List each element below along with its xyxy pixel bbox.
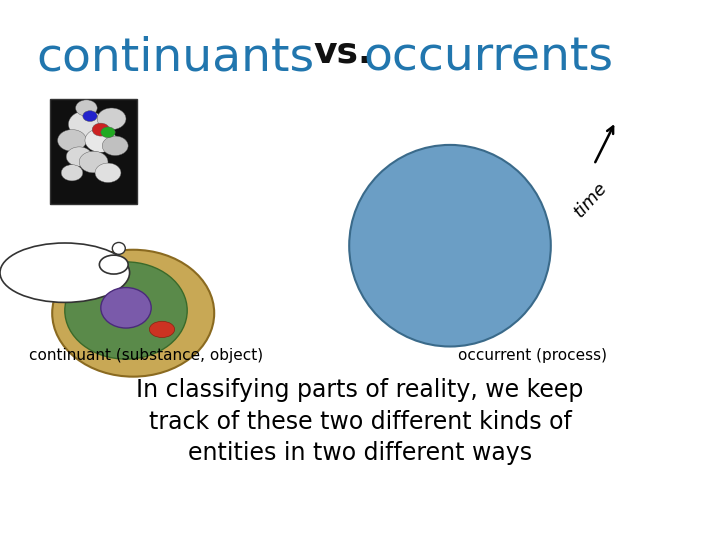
Ellipse shape — [76, 100, 97, 116]
Text: time: time — [570, 179, 611, 221]
Ellipse shape — [112, 242, 125, 254]
Text: occurrent (process): occurrent (process) — [459, 348, 607, 363]
Ellipse shape — [58, 130, 86, 151]
Ellipse shape — [66, 147, 92, 166]
Ellipse shape — [95, 163, 121, 183]
Ellipse shape — [97, 108, 126, 130]
Ellipse shape — [79, 151, 108, 173]
Ellipse shape — [102, 136, 128, 156]
Text: occurrents: occurrents — [364, 35, 613, 80]
Ellipse shape — [150, 321, 175, 338]
Ellipse shape — [92, 123, 109, 136]
Text: vs.: vs. — [313, 35, 372, 69]
Text: In classifying parts of reality, we keep
track of these two different kinds of
e: In classifying parts of reality, we keep… — [136, 378, 584, 465]
Ellipse shape — [349, 145, 551, 347]
Ellipse shape — [61, 165, 83, 181]
Ellipse shape — [65, 262, 187, 359]
Ellipse shape — [99, 255, 128, 274]
FancyBboxPatch shape — [50, 99, 137, 204]
Ellipse shape — [83, 111, 97, 122]
Text: continuant (substance, object): continuant (substance, object) — [29, 348, 263, 363]
Ellipse shape — [101, 127, 115, 138]
Ellipse shape — [52, 249, 215, 377]
Ellipse shape — [68, 111, 104, 138]
Text: continuants: continuants — [36, 35, 314, 80]
Ellipse shape — [0, 243, 130, 302]
Ellipse shape — [85, 129, 117, 152]
Ellipse shape — [101, 287, 151, 328]
